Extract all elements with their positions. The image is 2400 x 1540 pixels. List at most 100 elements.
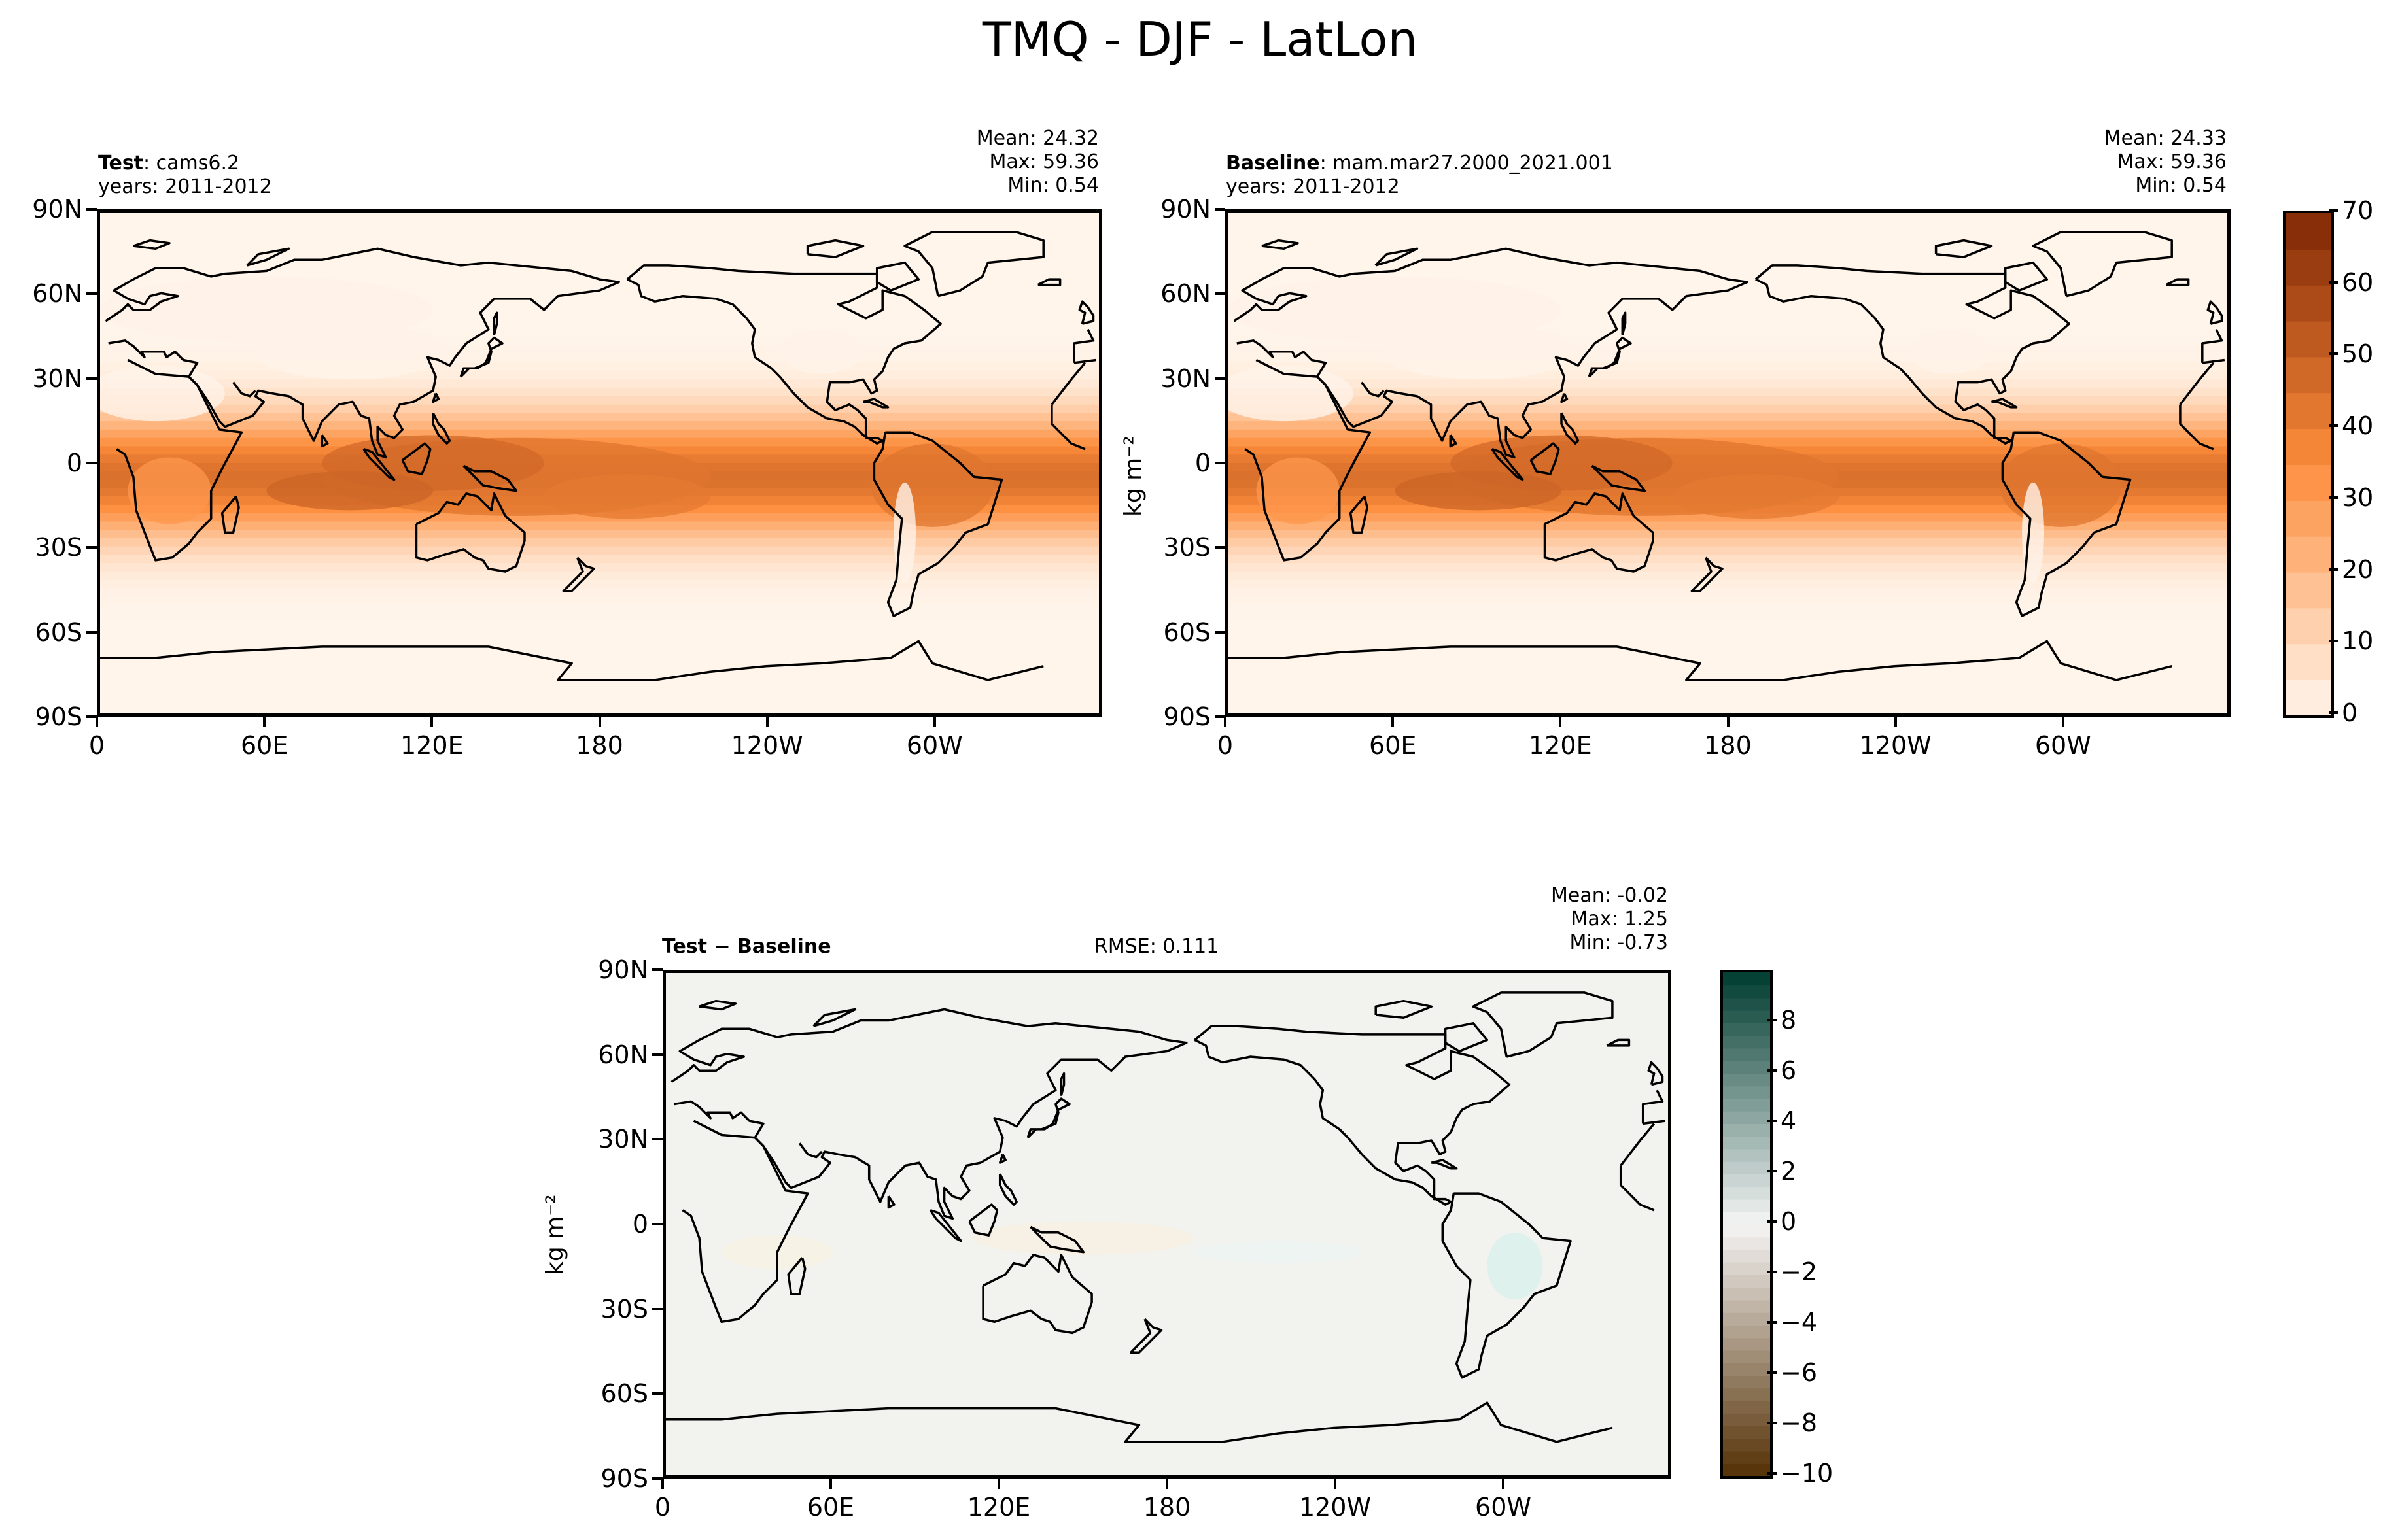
colorbar-tick-mark — [1767, 1422, 1777, 1424]
moisture-band — [1228, 571, 2227, 581]
coastline-svalbard — [699, 999, 737, 1011]
colorbar-tick-label: 8 — [1781, 1006, 1797, 1035]
x-tick-label: 180 — [1704, 731, 1752, 760]
sequential-colorbar — [2283, 211, 2334, 718]
coastline-srilanka — [1449, 434, 1457, 448]
coastline-northamerica — [626, 264, 942, 445]
coastline-iceland — [2165, 278, 2190, 286]
moisture-band — [1228, 588, 2227, 598]
moisture-band — [100, 362, 1099, 372]
colorbar-level — [1723, 997, 1770, 1011]
coastline-borneo — [968, 1203, 999, 1237]
test-stats: Mean: 24.32 Max: 59.36 Min: 0.54 — [903, 127, 1099, 197]
y-tick-label: 60N — [32, 279, 82, 309]
diff-rmse: RMSE: 0.111 — [1094, 935, 1219, 958]
test-mean: Mean: 24.32 — [976, 127, 1099, 150]
colorbar-tick-mark — [2329, 424, 2338, 428]
coastline-uk — [1078, 300, 1095, 325]
coastline-novaya — [1374, 247, 1419, 267]
moisture-field — [1228, 213, 2227, 713]
coastline-eurasia — [1643, 1120, 1665, 1125]
colorbar-tick-mark — [2329, 640, 2338, 643]
coastline-eurasia — [2202, 358, 2225, 364]
colorbar-level — [2286, 428, 2331, 465]
colorbar-level — [1723, 1237, 1770, 1250]
moisture-band — [1228, 630, 2227, 640]
diff-title-bold: Test − Baseline — [662, 935, 831, 958]
moisture-band — [100, 404, 1099, 414]
x-tick-label: 0 — [1217, 731, 1234, 760]
coastline-srilanka — [887, 1195, 896, 1209]
x-tick-label: 120E — [967, 1493, 1031, 1522]
x-tick-mark — [829, 1479, 832, 1489]
y-tick-label: 0 — [632, 1210, 648, 1239]
y-tick-mark — [86, 715, 97, 718]
moisture-band — [100, 688, 1099, 698]
moisture-band — [100, 621, 1099, 631]
y-tick-mark — [652, 968, 663, 971]
x-tick-mark — [1224, 717, 1226, 727]
colorbar-tick-mark — [2329, 209, 2338, 212]
moisture-band — [1228, 546, 2227, 556]
coastline-antarctica — [666, 1401, 1613, 1443]
coastline-africa — [1620, 1123, 1656, 1167]
y-tick-label: 60N — [598, 1040, 648, 1069]
moisture-band — [100, 579, 1099, 589]
y-tick-mark — [652, 1392, 663, 1395]
colorbar-level — [1723, 1463, 1770, 1476]
moisture-band — [100, 546, 1099, 556]
coastline-greenland — [903, 231, 1045, 298]
coastline-arcticIsles — [806, 239, 865, 258]
coastline-japan — [1026, 1097, 1071, 1138]
coastline-borneo — [1529, 442, 1560, 475]
diff-mean: Mean: -0.02 — [1550, 884, 1668, 907]
colorbar-level — [1723, 1275, 1770, 1288]
baseline-map — [1225, 209, 2231, 717]
colorbar-tick-label: 2 — [1781, 1157, 1797, 1186]
coastline-greenland — [2032, 231, 2173, 298]
coastline-southamerica — [1441, 1192, 1572, 1379]
coastline-southamerica — [2001, 431, 2132, 617]
moisture-band — [100, 563, 1099, 572]
moisture-band — [100, 388, 1099, 397]
moisture-band — [100, 346, 1099, 356]
y-tick-mark — [652, 1138, 663, 1141]
moisture-band — [1228, 563, 2227, 572]
y-tick-label: 30N — [1160, 364, 1211, 393]
y-tick-mark — [86, 208, 97, 211]
y-tick-label: 90S — [600, 1464, 648, 1493]
coastline-taiwan — [432, 392, 440, 403]
coastline-japan — [459, 336, 504, 378]
colorbar-tick-label: 40 — [2342, 411, 2374, 441]
y-tick-mark — [86, 630, 97, 634]
baseline-panel-header: Baseline: mam.mar27.2000_2021.001 years:… — [1226, 152, 1613, 199]
colorbar-tick-mark — [2329, 711, 2338, 714]
moisture-band — [1228, 404, 2227, 414]
y-tick-label: 30S — [35, 533, 82, 562]
moisture-band — [1228, 246, 2227, 255]
x-tick-mark — [96, 717, 98, 727]
colorbar-tick-label: −2 — [1781, 1258, 1818, 1286]
colorbar-level — [2286, 572, 2331, 609]
colorbar-tick-mark — [1767, 1321, 1777, 1324]
colorbar-level — [1723, 1110, 1770, 1124]
coastline-madagascar — [1349, 495, 1368, 534]
coastline-australia — [1543, 492, 1654, 573]
y-tick-label: 90N — [32, 195, 82, 224]
y-tick-label: 90N — [598, 955, 648, 984]
moisture-band — [100, 354, 1099, 364]
moisture-band — [1228, 696, 2227, 706]
colorbar-level — [1723, 1362, 1770, 1376]
coastline-madagascar — [787, 1257, 807, 1295]
colorbar-level — [1723, 1426, 1770, 1439]
colorbar-level — [1723, 1261, 1770, 1275]
moisture-band — [1228, 672, 2227, 681]
coastline-newguinea — [1030, 1225, 1085, 1254]
x-tick-label: 120W — [1298, 1493, 1372, 1522]
coastline-taiwan — [1560, 392, 1569, 403]
x-tick-mark — [933, 717, 936, 727]
x-tick-mark — [1726, 717, 1730, 727]
y-tick-label: 90S — [35, 702, 82, 731]
coastline-newguinea — [462, 464, 518, 492]
coastline-novaya — [246, 247, 290, 267]
